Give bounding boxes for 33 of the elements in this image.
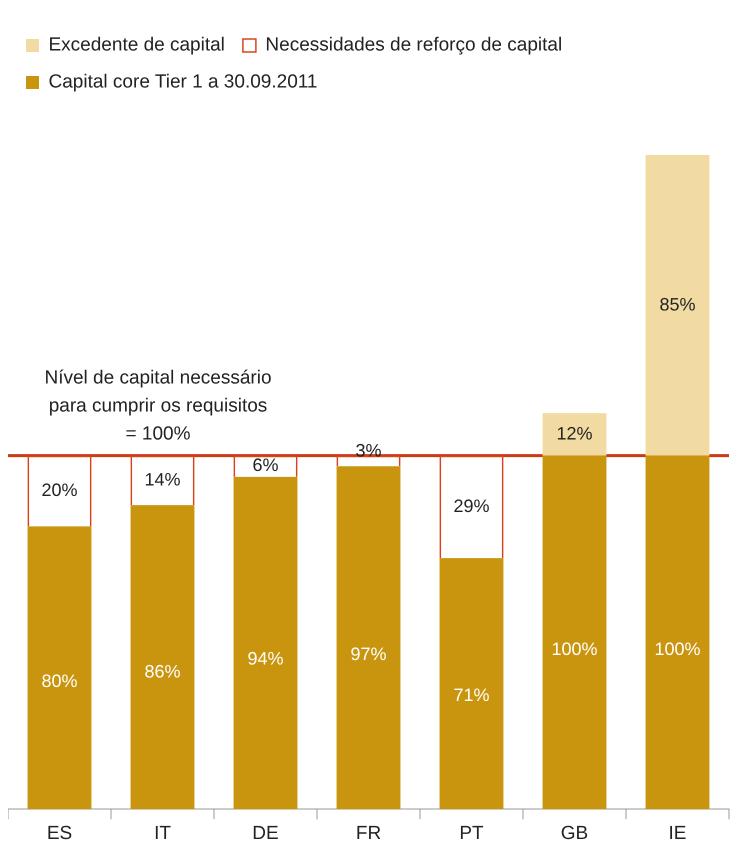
data-label: 80% — [41, 670, 78, 691]
data-label: 94% — [247, 648, 284, 669]
bar — [440, 558, 504, 810]
bar — [542, 413, 606, 456]
legend-label: Capital core Tier 1 a 30.09.2011 — [48, 72, 318, 93]
bar — [542, 456, 606, 810]
data-label: 86% — [144, 661, 181, 682]
data-label: 100% — [551, 639, 598, 660]
bar — [646, 456, 710, 810]
data-label: 85% — [659, 294, 696, 314]
data-label: 97% — [350, 644, 387, 664]
legend-label: Necessidades de reforço de capital — [265, 34, 562, 56]
data-label: 14% — [144, 469, 181, 490]
x-tick-label: DE — [252, 822, 279, 844]
x-tick-label: FR — [356, 822, 382, 844]
x-tick-label: IT — [154, 822, 172, 844]
x-tick-label: PT — [459, 822, 484, 844]
data-label: 12% — [556, 423, 593, 444]
data-label: 71% — [453, 685, 490, 706]
data-label: 29% — [453, 496, 490, 516]
ref-line-label: Nível de capital necessário para cumprir os requisitos = 100% — [44, 367, 272, 444]
data-label: 100% — [654, 639, 701, 660]
bar — [646, 155, 710, 456]
data-label: 20% — [41, 480, 78, 500]
bar — [130, 505, 194, 810]
bar — [336, 466, 400, 810]
data-label: 6% — [252, 455, 279, 476]
legend-label: Excedente de capital — [48, 34, 225, 56]
x-tick-label: ES — [46, 822, 72, 844]
x-tick-label: IE — [668, 822, 686, 844]
x-tick-label: GB — [560, 822, 588, 844]
bar — [28, 526, 92, 810]
bar — [234, 476, 298, 810]
